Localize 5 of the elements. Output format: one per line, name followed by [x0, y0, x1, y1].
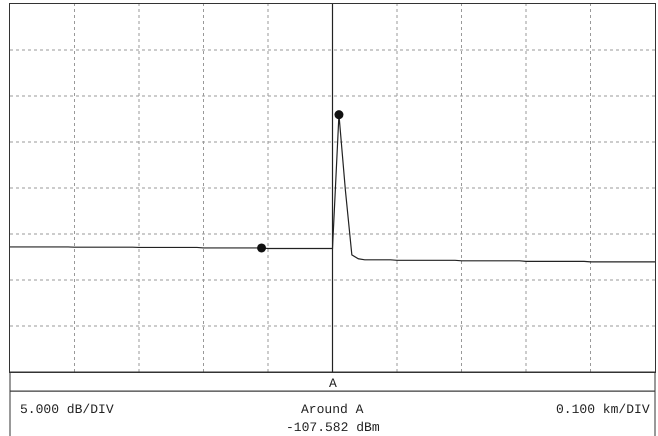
text: A: [329, 376, 337, 391]
text: 0.100 km/DIV: [556, 402, 650, 417]
text: Around A: [301, 402, 364, 417]
text: -107.582 dBm: [286, 420, 380, 435]
text: 5.000 dB/DIV: [20, 402, 114, 417]
